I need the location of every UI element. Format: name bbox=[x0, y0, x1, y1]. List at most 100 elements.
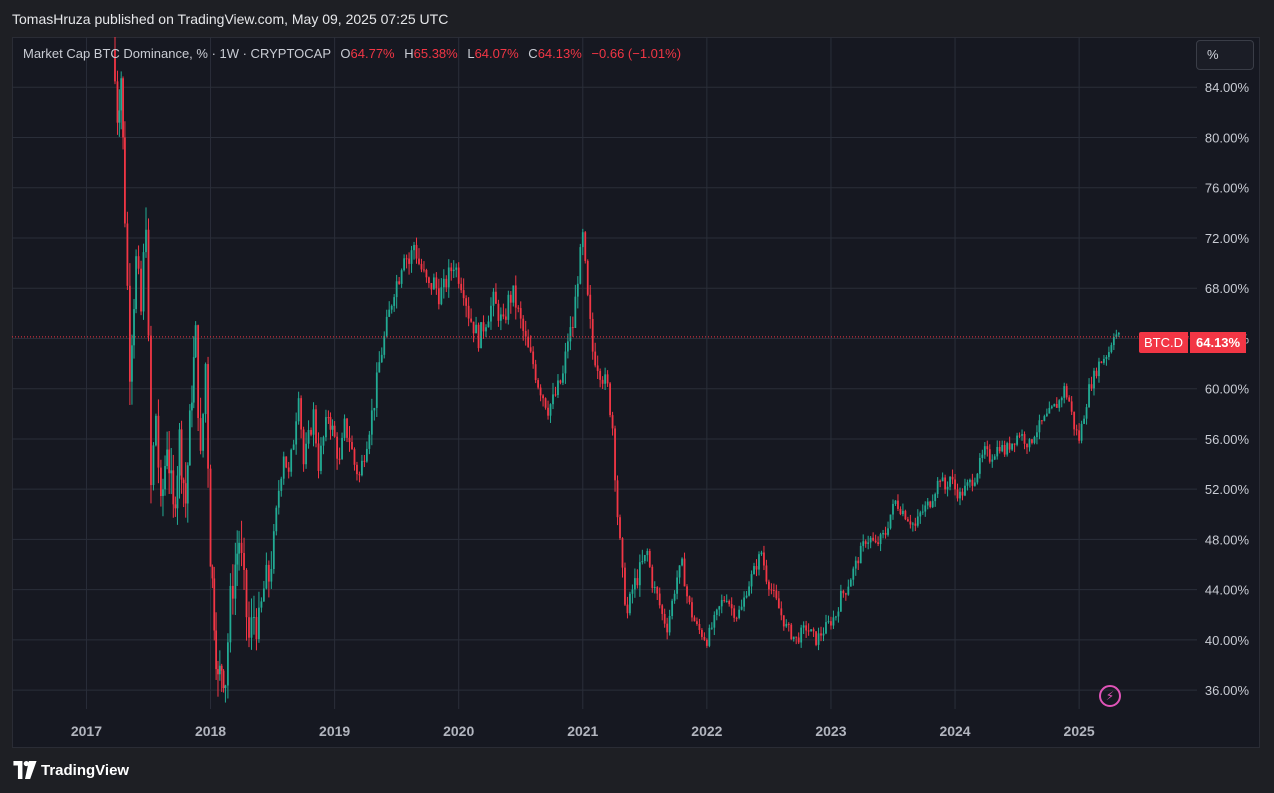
candle-body bbox=[552, 394, 554, 405]
candle-body bbox=[1093, 370, 1095, 389]
close-value: 64.13% bbox=[537, 46, 582, 61]
candle-body bbox=[250, 617, 253, 638]
candle-body bbox=[184, 483, 187, 504]
low-value: 64.07% bbox=[474, 46, 519, 61]
candle-body bbox=[643, 555, 646, 561]
candle-body bbox=[1055, 404, 1058, 408]
candle-body bbox=[1013, 443, 1016, 445]
candle-body bbox=[215, 630, 218, 670]
chart-frame[interactable] bbox=[12, 37, 1260, 748]
candle-body bbox=[559, 380, 562, 383]
candle-body bbox=[290, 449, 293, 472]
close-label: C bbox=[528, 46, 538, 61]
candle-body bbox=[440, 287, 443, 305]
candle-body bbox=[738, 609, 741, 618]
candle-body bbox=[114, 49, 116, 82]
candle-body bbox=[152, 445, 155, 486]
candle-body bbox=[504, 316, 507, 320]
candle-body bbox=[1053, 404, 1056, 407]
symbol-title: Market Cap BTC Dominance, % · 1W · CRYPT… bbox=[23, 46, 331, 61]
candle-body bbox=[1003, 445, 1006, 455]
candle-body bbox=[231, 585, 234, 599]
candle-body bbox=[624, 567, 626, 605]
candle-body bbox=[186, 465, 189, 504]
candle-body bbox=[634, 578, 636, 590]
candle-body bbox=[594, 351, 597, 366]
y-tick-label: 72.00% bbox=[1205, 231, 1250, 246]
candle-body bbox=[646, 550, 649, 556]
candle-body bbox=[1050, 406, 1053, 408]
candle-body bbox=[435, 277, 438, 289]
bolt-icon[interactable]: ⚡ bbox=[1099, 685, 1121, 707]
candle-body bbox=[959, 491, 961, 499]
candle-body bbox=[817, 633, 820, 645]
candle-body bbox=[517, 307, 520, 309]
candle-body bbox=[733, 608, 736, 618]
time-axis: 2017 2018 2019 2020 2021 2022 2023 2024 2025 bbox=[71, 723, 1095, 739]
candle-body bbox=[168, 449, 171, 474]
percent-scale-button[interactable]: % bbox=[1196, 40, 1254, 70]
candle-body bbox=[673, 593, 676, 601]
candle-body bbox=[385, 316, 388, 336]
candle-body bbox=[566, 341, 569, 352]
y-tick-label: 56.00% bbox=[1205, 432, 1250, 447]
candle-body bbox=[1023, 434, 1026, 444]
candle-body bbox=[507, 294, 510, 320]
candle-body bbox=[988, 449, 991, 462]
candle-body bbox=[569, 327, 572, 342]
candle-body bbox=[126, 223, 129, 286]
candle-body bbox=[222, 670, 225, 689]
candle-body bbox=[477, 324, 480, 349]
candle-body bbox=[258, 607, 260, 640]
footer-brand[interactable]: TradingView bbox=[12, 761, 129, 779]
candle-body bbox=[140, 268, 142, 312]
candle-body bbox=[358, 474, 361, 476]
y-tick-label: 68.00% bbox=[1205, 281, 1250, 296]
candle-body bbox=[310, 429, 312, 435]
candle-body bbox=[522, 318, 525, 331]
candle-body bbox=[902, 510, 904, 515]
candle-body bbox=[964, 485, 966, 496]
candle-body bbox=[1031, 439, 1033, 443]
candle-body bbox=[317, 443, 320, 471]
open-value: 64.77% bbox=[350, 46, 395, 61]
candle-body bbox=[204, 364, 207, 415]
candle-body bbox=[584, 232, 587, 261]
candle-body bbox=[557, 380, 559, 395]
candle-body bbox=[1112, 337, 1115, 346]
candle-body bbox=[785, 623, 788, 627]
candle-body bbox=[348, 437, 351, 443]
candle-body bbox=[497, 303, 500, 321]
candle-body bbox=[1060, 397, 1063, 401]
candle-body bbox=[295, 421, 298, 445]
candle-body bbox=[160, 467, 162, 497]
candle-body bbox=[207, 364, 209, 469]
candle-body bbox=[1080, 423, 1083, 441]
candle-body bbox=[894, 500, 897, 504]
price-chart[interactable]: 2017 2018 2019 2020 2021 2022 2023 2024 2025 36.… bbox=[12, 37, 1260, 748]
candle-body bbox=[765, 565, 768, 582]
candle-body bbox=[176, 475, 179, 509]
candle-body bbox=[983, 446, 986, 455]
candle-body bbox=[939, 480, 942, 482]
candle-body bbox=[297, 398, 300, 422]
candle-body bbox=[333, 425, 336, 437]
candle-body bbox=[1100, 361, 1103, 363]
candle-body bbox=[735, 617, 738, 619]
candle-body bbox=[1021, 434, 1023, 436]
candle-body bbox=[368, 434, 371, 449]
candle-body bbox=[698, 624, 701, 630]
candle-body bbox=[1016, 435, 1018, 445]
candle-body bbox=[1008, 443, 1011, 450]
candle-body bbox=[398, 281, 401, 284]
candle-body bbox=[725, 600, 728, 602]
candle-body bbox=[658, 593, 661, 606]
candle-body bbox=[425, 270, 428, 278]
candle-body bbox=[415, 244, 418, 259]
candle-body bbox=[537, 380, 540, 388]
price-axis: 36.00% 40.00% 44.00% 48.00% 52.00% 56.00% 60.0… bbox=[1205, 80, 1250, 698]
candle-body bbox=[1040, 420, 1043, 422]
candle-body bbox=[715, 609, 718, 615]
candle-body bbox=[1105, 357, 1108, 359]
candle-body bbox=[1038, 420, 1041, 433]
